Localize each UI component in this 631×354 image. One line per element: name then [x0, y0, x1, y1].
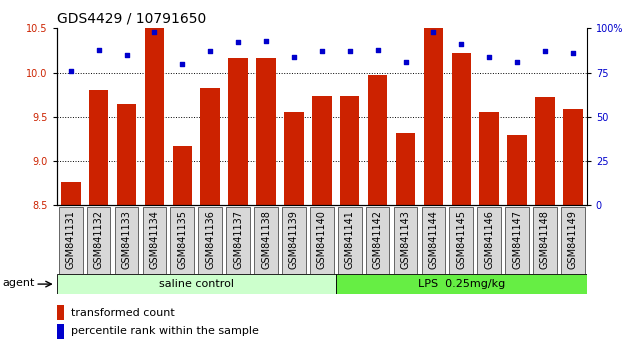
Point: [372, 47, 382, 52]
Bar: [563, 109, 582, 205]
Text: GSM841148: GSM841148: [540, 210, 550, 269]
Point: [66, 68, 76, 74]
Bar: [57, 274, 336, 294]
Text: GSM841147: GSM841147: [512, 210, 522, 269]
Bar: [312, 96, 331, 205]
Text: GSM841132: GSM841132: [93, 210, 103, 269]
FancyBboxPatch shape: [310, 207, 334, 274]
Text: LPS  0.25mg/kg: LPS 0.25mg/kg: [418, 279, 505, 289]
Point: [177, 61, 187, 67]
Point: [93, 47, 103, 52]
Text: GSM841144: GSM841144: [428, 210, 439, 269]
Bar: [452, 53, 471, 205]
Point: [150, 29, 160, 35]
Bar: [336, 274, 587, 294]
Text: saline control: saline control: [159, 279, 233, 289]
Bar: [480, 112, 499, 205]
FancyBboxPatch shape: [170, 207, 194, 274]
Text: GSM841135: GSM841135: [177, 210, 187, 269]
Point: [428, 29, 439, 35]
Bar: [117, 103, 136, 205]
Bar: [256, 57, 276, 205]
Bar: [423, 28, 443, 205]
Text: GSM841138: GSM841138: [261, 210, 271, 269]
Point: [261, 38, 271, 44]
Point: [317, 48, 327, 54]
FancyBboxPatch shape: [87, 207, 110, 274]
Text: GSM841141: GSM841141: [345, 210, 355, 269]
Bar: [228, 57, 248, 205]
Bar: [396, 133, 415, 205]
Point: [233, 40, 243, 45]
Text: GSM841143: GSM841143: [401, 210, 411, 269]
Bar: [535, 97, 555, 205]
Point: [484, 54, 494, 59]
Text: GSM841136: GSM841136: [205, 210, 215, 269]
Bar: [144, 28, 164, 205]
FancyBboxPatch shape: [338, 207, 362, 274]
Point: [456, 41, 466, 47]
Text: GSM841131: GSM841131: [66, 210, 76, 269]
FancyBboxPatch shape: [366, 207, 389, 274]
Point: [401, 59, 411, 65]
FancyBboxPatch shape: [422, 207, 445, 274]
FancyBboxPatch shape: [227, 207, 250, 274]
Bar: [61, 182, 81, 205]
Text: GSM841134: GSM841134: [150, 210, 160, 269]
FancyBboxPatch shape: [254, 207, 278, 274]
Point: [205, 48, 215, 54]
FancyBboxPatch shape: [505, 207, 529, 274]
FancyBboxPatch shape: [143, 207, 167, 274]
FancyBboxPatch shape: [394, 207, 417, 274]
FancyBboxPatch shape: [561, 207, 585, 274]
Text: GDS4429 / 10791650: GDS4429 / 10791650: [57, 12, 206, 26]
FancyBboxPatch shape: [477, 207, 501, 274]
Point: [345, 48, 355, 54]
Text: agent: agent: [3, 278, 35, 288]
Bar: [340, 96, 360, 205]
FancyBboxPatch shape: [59, 207, 83, 274]
Text: GSM841142: GSM841142: [372, 210, 382, 269]
Point: [568, 50, 578, 56]
Text: GSM841133: GSM841133: [122, 210, 131, 269]
Text: transformed count: transformed count: [71, 308, 175, 318]
Bar: [172, 146, 192, 205]
Text: GSM841139: GSM841139: [289, 210, 299, 269]
Bar: [57, 305, 64, 320]
Point: [122, 52, 132, 58]
FancyBboxPatch shape: [449, 207, 473, 274]
Text: GSM841137: GSM841137: [233, 210, 243, 269]
FancyBboxPatch shape: [198, 207, 222, 274]
Bar: [201, 88, 220, 205]
Bar: [368, 75, 387, 205]
FancyBboxPatch shape: [282, 207, 306, 274]
Text: GSM841146: GSM841146: [484, 210, 494, 269]
Text: GSM841145: GSM841145: [456, 210, 466, 269]
Point: [289, 54, 299, 59]
FancyBboxPatch shape: [533, 207, 557, 274]
Text: percentile rank within the sample: percentile rank within the sample: [71, 326, 259, 337]
Point: [540, 48, 550, 54]
Text: GSM841140: GSM841140: [317, 210, 327, 269]
Point: [512, 59, 522, 65]
Bar: [284, 112, 304, 205]
FancyBboxPatch shape: [115, 207, 138, 274]
Text: GSM841149: GSM841149: [568, 210, 578, 269]
Bar: [507, 135, 527, 205]
Bar: [89, 90, 109, 205]
Bar: [57, 324, 64, 339]
